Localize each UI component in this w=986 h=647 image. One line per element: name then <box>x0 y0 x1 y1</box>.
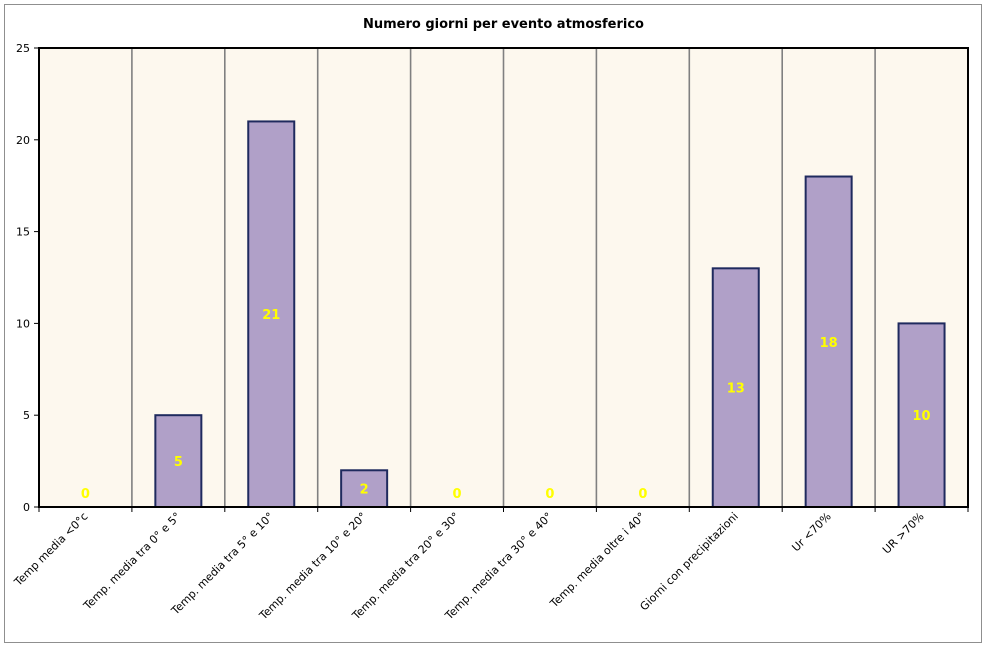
x-tick-label: Temp media <0°c <box>11 510 90 589</box>
chart-area: Numero giorni per evento atmosferico 0 5 2… <box>4 4 982 643</box>
x-tick-label: Temp. media tra 10° e 20° <box>256 510 369 623</box>
bar <box>154 414 203 509</box>
data-label: 0 <box>81 487 90 502</box>
data-label: 0 <box>453 487 462 502</box>
x-tick-label: Temp. media tra 0° e 5° <box>80 510 183 613</box>
data-label: 5 <box>174 455 183 470</box>
chart-title: Numero giorni per evento atmosferico <box>363 17 644 32</box>
y-tick-label: 10 <box>16 317 30 330</box>
x-tick-label: Temp. media oltre i 40° <box>547 510 648 611</box>
x-tick-label: Temp. media tra 30° e 40° <box>442 510 555 623</box>
plot-border <box>38 47 969 508</box>
bars <box>154 120 946 509</box>
data-label: 13 <box>727 382 745 397</box>
x-tick-label: Temp. media tra 5° e 10° <box>168 510 276 618</box>
y-tick-label: 15 <box>16 226 30 239</box>
bar <box>247 120 296 508</box>
y-axis: 0 5 10 15 20 25 <box>16 42 39 514</box>
data-label: 0 <box>545 487 554 502</box>
x-tick-label: Ur <70% <box>789 510 833 554</box>
x-tick-label: Giorni con precipitazioni <box>637 510 740 613</box>
y-tick-label: 0 <box>23 501 30 514</box>
y-tick-label: 5 <box>23 409 30 422</box>
gridlines <box>131 48 876 507</box>
y-tick-label: 20 <box>16 134 30 147</box>
data-label: 2 <box>360 483 369 498</box>
data-labels: 0 5 21 2 0 0 0 13 18 10 <box>81 308 931 502</box>
x-tick-label: UR >70% <box>880 510 927 557</box>
data-label: 0 <box>638 487 647 502</box>
bar-chart: Numero giorni per evento atmosferico 0 5 2… <box>11 17 969 623</box>
bar <box>711 267 760 508</box>
y-tick-label: 25 <box>16 42 30 55</box>
data-label: 10 <box>913 409 931 424</box>
data-label: 18 <box>820 336 838 351</box>
data-label: 21 <box>262 308 280 323</box>
x-tick-label: Temp. media tra 20° e 30° <box>349 510 462 623</box>
